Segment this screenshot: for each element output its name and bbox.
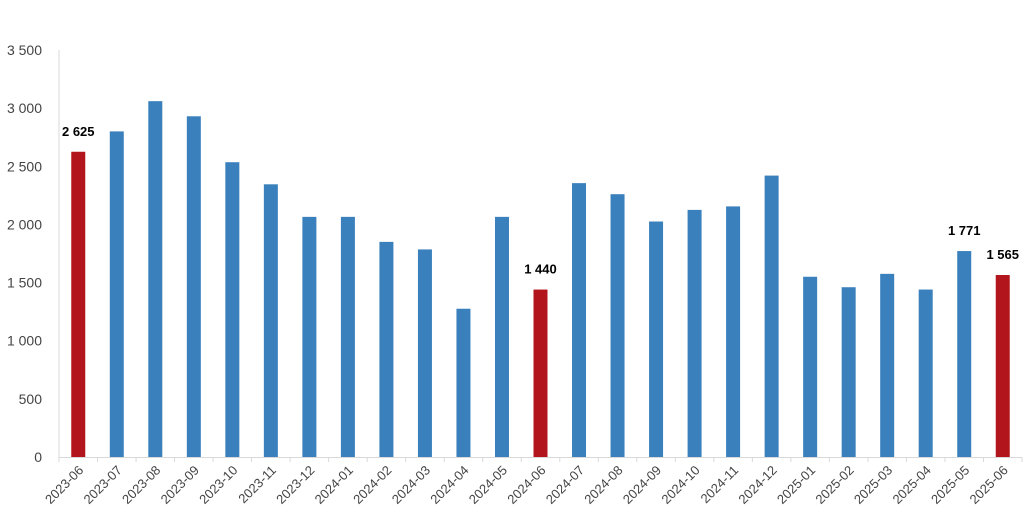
y-axis-labels: 0 500 1 000 1 500 2 000 2 500 3 000 3 500 — [7, 42, 42, 465]
x-tick-label: 2023-06 — [42, 463, 86, 507]
x-tick-label: 2024-04 — [427, 463, 471, 507]
y-tick-label: 2 500 — [7, 158, 42, 174]
y-tick-label: 3 000 — [7, 100, 42, 116]
y-tick-label: 2 000 — [7, 216, 42, 232]
x-tick-label: 2024-03 — [389, 463, 433, 507]
x-tick-label: 2025-02 — [812, 463, 856, 507]
bar — [379, 241, 394, 457]
bar — [649, 221, 664, 457]
bar — [572, 183, 587, 457]
bar — [494, 216, 509, 457]
bar — [687, 209, 702, 457]
bar-highlight — [533, 289, 548, 457]
x-tick-label: 2024-05 — [466, 463, 510, 507]
x-tick-label: 2024-01 — [312, 463, 356, 507]
bar-highlight — [71, 151, 86, 457]
x-tick-label: 2024-02 — [350, 463, 394, 507]
x-tick-label: 2024-08 — [581, 463, 625, 507]
y-tick-label: 3 500 — [7, 42, 42, 58]
data-label: 2 625 — [62, 124, 95, 139]
x-tick-label: 2023-07 — [81, 463, 125, 507]
x-tick-label: 2024-10 — [658, 463, 702, 507]
x-tick-label: 2025-03 — [851, 463, 895, 507]
bar — [610, 194, 625, 458]
bar — [302, 216, 317, 457]
x-tick-label: 2025-05 — [928, 463, 972, 507]
x-tick-label: 2024-09 — [620, 463, 664, 507]
bars — [71, 101, 1010, 458]
bar — [726, 206, 741, 457]
bar — [880, 273, 895, 457]
bar — [918, 289, 933, 457]
bar — [957, 251, 972, 457]
y-tick-label: 1 000 — [7, 333, 42, 349]
bar — [263, 184, 278, 457]
bar — [186, 116, 201, 457]
bar — [225, 162, 240, 458]
x-tick-label: 2023-09 — [158, 463, 202, 507]
x-tick-label: 2025-01 — [774, 463, 818, 507]
data-label: 1 565 — [986, 247, 1019, 262]
x-tick-label: 2024-11 — [698, 463, 742, 507]
bar — [764, 175, 779, 458]
y-tick-label: 1 500 — [7, 275, 42, 291]
bar — [841, 287, 856, 457]
bar-highlight — [995, 275, 1010, 457]
bar — [803, 276, 818, 457]
bar — [109, 131, 124, 457]
x-tick-label: 2023-12 — [273, 463, 317, 507]
y-tick-label: 0 — [34, 449, 42, 465]
bar — [148, 101, 163, 457]
x-axis-labels: 2023-062023-072023-082023-092023-102023-… — [42, 463, 1011, 507]
x-tick-label: 2025-06 — [967, 463, 1011, 507]
x-tick-label: 2025-04 — [889, 463, 933, 507]
x-tick-label: 2024-07 — [543, 463, 587, 507]
x-tick-label: 2024-06 — [504, 463, 548, 507]
x-tick-label: 2024-12 — [735, 463, 779, 507]
bar — [456, 308, 471, 457]
x-tick-label: 2023-11 — [235, 463, 279, 507]
bar — [417, 249, 432, 457]
axes — [58, 50, 1023, 462]
data-label: 1 440 — [524, 262, 557, 277]
data-labels: 2 625 1 440 1 771 1 565 — [62, 124, 1019, 277]
y-tick-label: 500 — [19, 391, 43, 407]
data-label: 1 771 — [948, 223, 981, 238]
x-tick-label: 2023-08 — [119, 463, 163, 507]
x-tick-label: 2023-10 — [196, 463, 240, 507]
bar — [340, 216, 355, 457]
